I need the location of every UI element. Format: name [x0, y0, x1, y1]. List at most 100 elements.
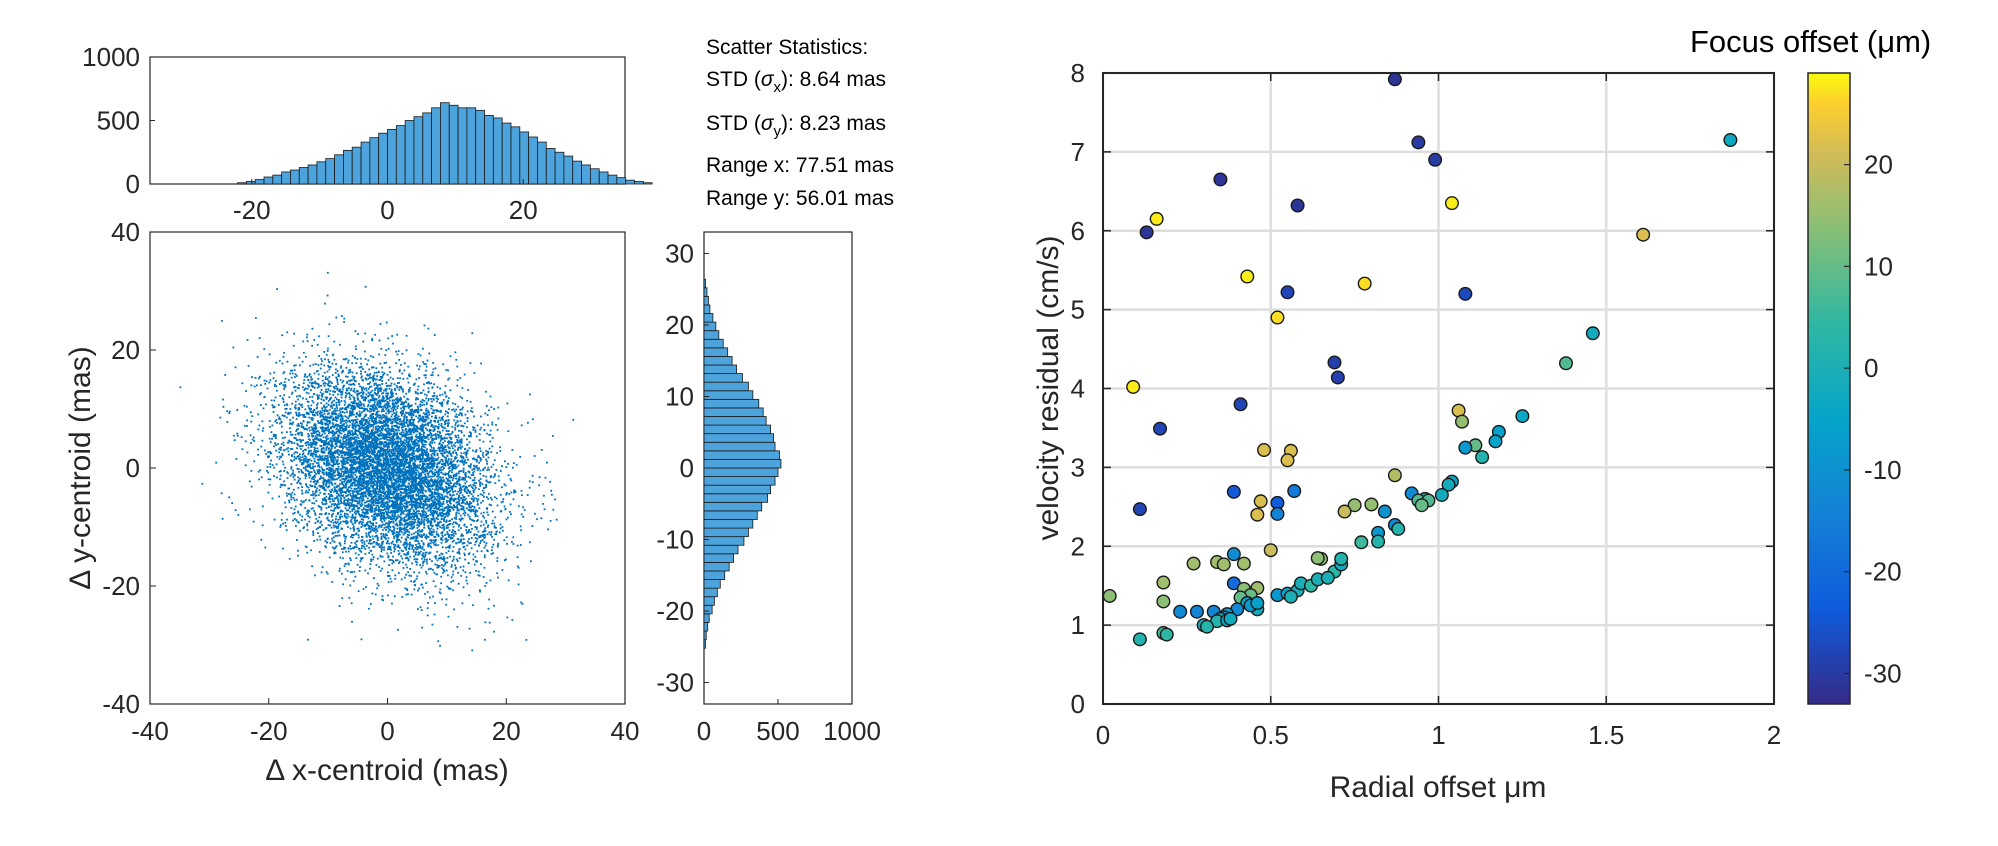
centroid-point [433, 471, 436, 474]
centroid-point [385, 382, 388, 385]
centroid-point [412, 485, 415, 488]
centroid-point [359, 428, 361, 430]
centroid-point [467, 489, 470, 492]
centroid-point [374, 418, 377, 421]
centroid-point [418, 502, 421, 505]
centroid-point [322, 477, 325, 479]
centroid-point [354, 505, 357, 507]
centroid-point [435, 397, 438, 400]
centroid-point [376, 465, 379, 468]
centroid-point [420, 436, 423, 438]
centroid-point [478, 456, 480, 459]
centroid-point [344, 507, 347, 510]
centroid-point [393, 512, 396, 515]
centroid-point [308, 408, 311, 411]
centroid-point [374, 378, 377, 381]
centroid-point [289, 493, 292, 496]
centroid-point [397, 549, 400, 552]
centroid-point [310, 384, 313, 387]
centroid-point [501, 526, 504, 528]
centroid-point [504, 484, 507, 487]
centroid-point [288, 412, 291, 415]
centroid-point [357, 393, 360, 395]
centroid-point [454, 424, 457, 426]
centroid-point [462, 512, 465, 515]
centroid-point [374, 593, 377, 596]
centroid-point [429, 419, 432, 422]
centroid-point [336, 381, 339, 384]
centroid-point [444, 472, 447, 475]
centroid-point [411, 487, 414, 490]
centroid-point [385, 407, 388, 410]
centroid-point [276, 476, 278, 479]
centroid-point [372, 502, 375, 504]
centroid-point [368, 401, 371, 404]
centroid-point [429, 475, 432, 478]
centroid-point [444, 446, 447, 449]
centroid-point [441, 460, 444, 463]
centroid-point [465, 491, 468, 494]
centroid-point [322, 405, 325, 408]
centroid-point [374, 333, 377, 336]
centroid-point [419, 522, 422, 525]
centroid-point [486, 526, 489, 528]
centroid-point [318, 465, 321, 468]
centroid-point [403, 516, 406, 519]
centroid-point [392, 418, 395, 421]
centroid-point [362, 419, 365, 422]
centroid-point [337, 499, 339, 502]
centroid-point [444, 456, 446, 459]
top-hist-bar [290, 169, 300, 185]
centroid-point [457, 497, 460, 500]
centroid-point [400, 496, 402, 499]
centroid-point [447, 446, 450, 449]
centroid-point [442, 463, 445, 466]
centroid-point [394, 577, 397, 580]
centroid-point [425, 365, 428, 368]
centroid-point [278, 416, 281, 419]
centroid-point [459, 447, 462, 450]
centroid-point [236, 434, 239, 437]
centroid-point [279, 446, 282, 449]
centroid-point [457, 441, 460, 444]
centroid-point [437, 436, 440, 438]
centroid-point [378, 379, 381, 382]
centroid-point [477, 454, 480, 457]
centroid-point [309, 484, 312, 487]
centroid-point [436, 566, 439, 569]
centroid-point [533, 455, 536, 457]
centroid-point [343, 565, 346, 568]
centroid-point [338, 450, 341, 452]
centroid-point [410, 467, 413, 470]
centroid-point [333, 455, 336, 458]
centroid-point [400, 471, 403, 474]
centroid-point [370, 452, 373, 455]
centroid-point [394, 452, 396, 455]
centroid-point [367, 517, 370, 520]
centroid-point [343, 472, 345, 475]
centroid-point [399, 530, 402, 532]
centroid-point [427, 424, 430, 427]
centroid-point [312, 410, 315, 412]
centroid-point [343, 440, 346, 443]
centroid-point [478, 507, 481, 509]
centroid-point [371, 438, 374, 441]
centroid-point [373, 408, 376, 411]
centroid-point [284, 407, 287, 410]
centroid-point [406, 552, 409, 554]
centroid-point [361, 467, 364, 470]
top-hist-bar [642, 182, 653, 185]
centroid-point [437, 410, 440, 412]
centroid-point [340, 315, 343, 317]
centroid-point [404, 436, 407, 439]
centroid-point [354, 439, 357, 442]
centroid-point [295, 464, 298, 467]
centroid-point [412, 462, 415, 465]
centroid-point [313, 450, 316, 453]
centroid-point [475, 464, 478, 467]
centroid-point [413, 487, 416, 490]
centroid-point [478, 461, 480, 464]
centroid-point [439, 505, 442, 508]
centroid-point [343, 453, 346, 455]
centroid-point [324, 527, 327, 530]
